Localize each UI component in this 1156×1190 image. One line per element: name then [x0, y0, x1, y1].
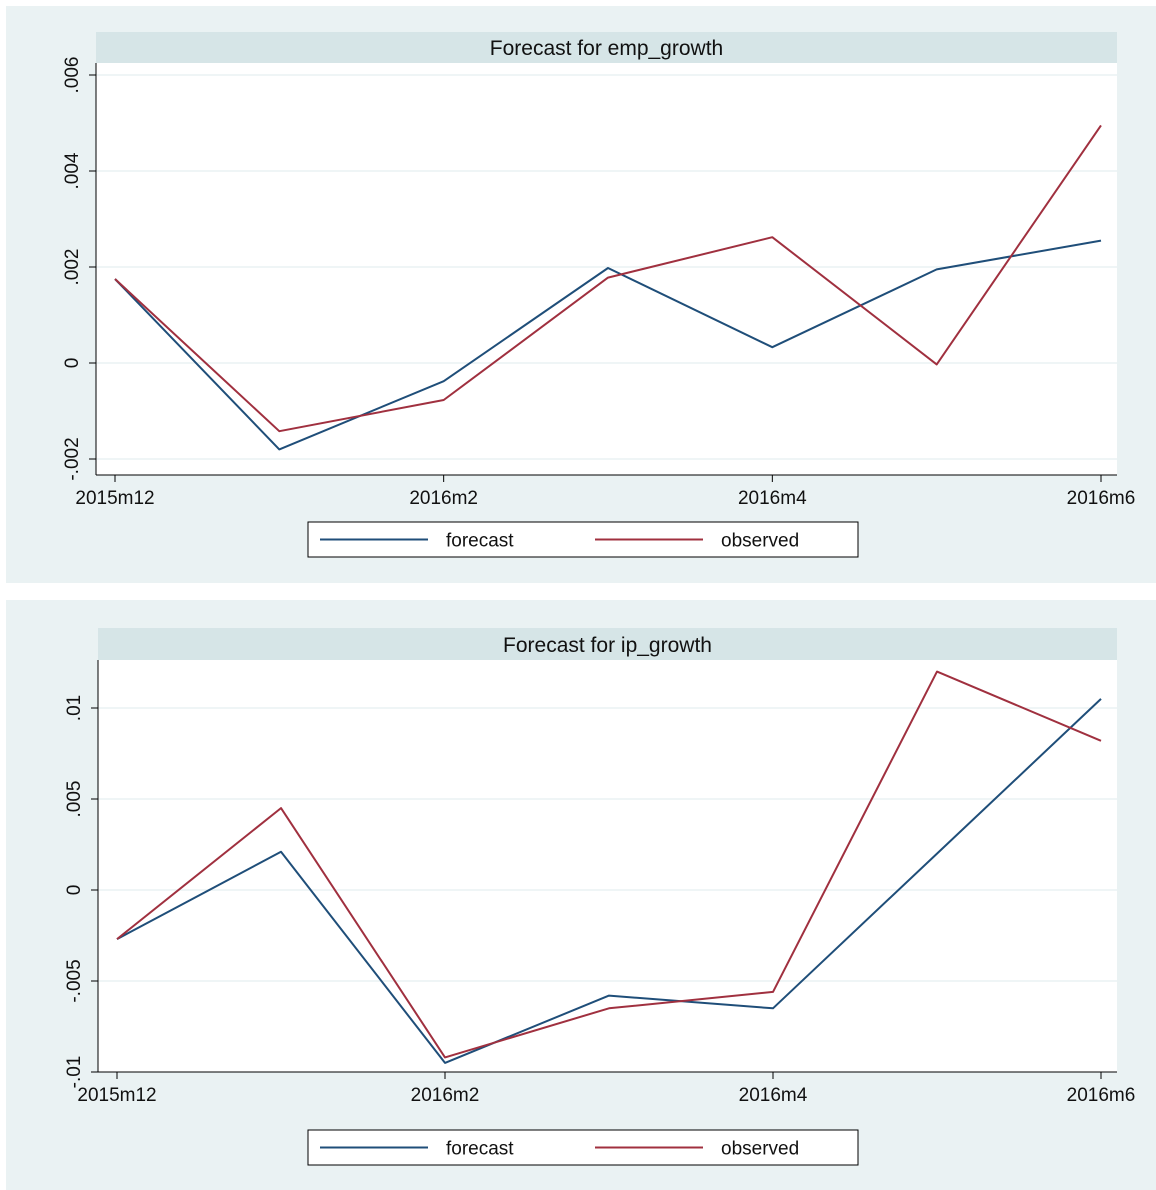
y-tick-label: -.002	[62, 437, 83, 480]
y-tick-label: 0	[62, 358, 83, 369]
series-line-forecast	[116, 698, 1102, 1064]
x-tick-label: 2016m6	[1067, 488, 1136, 509]
x-tick-label: 2016m2	[409, 488, 478, 509]
chart-panel-ip-growth: Forecast for ip_growth -.01 -.005 0 .005 .01 2…	[6, 600, 1156, 1190]
legend-label-observed: observed	[721, 1139, 799, 1160]
title-strip	[98, 628, 1117, 660]
x-tick-label: 2016m2	[411, 1085, 480, 1106]
y-tick-label: .004	[62, 152, 83, 189]
chart-panel-emp-growth: Forecast for emp_growth -.002 0 .002 .004 .00…	[6, 6, 1156, 583]
title-strip	[96, 32, 1117, 63]
y-tick-label: .01	[64, 695, 85, 721]
chart-emp-growth: Forecast for emp_growth -.002 0 .002 .004 .00…	[62, 32, 1136, 558]
y-tick-label: .002	[62, 249, 83, 286]
y-tick-label: -.005	[64, 959, 85, 1002]
plot-area	[98, 660, 1117, 1072]
x-tick-label: 2016m4	[739, 1085, 808, 1106]
x-tick-label: 2015m12	[75, 488, 154, 509]
chart-ip-growth: Forecast for ip_growth -.01 -.005 0 .005 .01 2…	[64, 628, 1136, 1166]
y-tick-label: -.01	[64, 1056, 85, 1089]
series-line-observed	[114, 124, 1102, 433]
y-tick-label: 0	[64, 885, 85, 896]
legend-label-forecast: forecast	[446, 1139, 514, 1160]
x-tick-label: 2016m4	[738, 488, 807, 509]
x-tick-label: 2015m12	[77, 1085, 156, 1106]
legend-label-forecast: forecast	[446, 531, 514, 552]
series-line-observed	[116, 670, 1102, 1059]
chart-title: Forecast for emp_growth	[490, 37, 723, 60]
y-tick-label: .005	[64, 781, 85, 818]
legend-label-observed: observed	[721, 531, 799, 552]
x-tick-label: 2016m6	[1067, 1085, 1136, 1106]
y-tick-label: .006	[62, 57, 83, 94]
chart-title: Forecast for ip_growth	[503, 634, 712, 657]
series-line-forecast	[114, 239, 1102, 451]
